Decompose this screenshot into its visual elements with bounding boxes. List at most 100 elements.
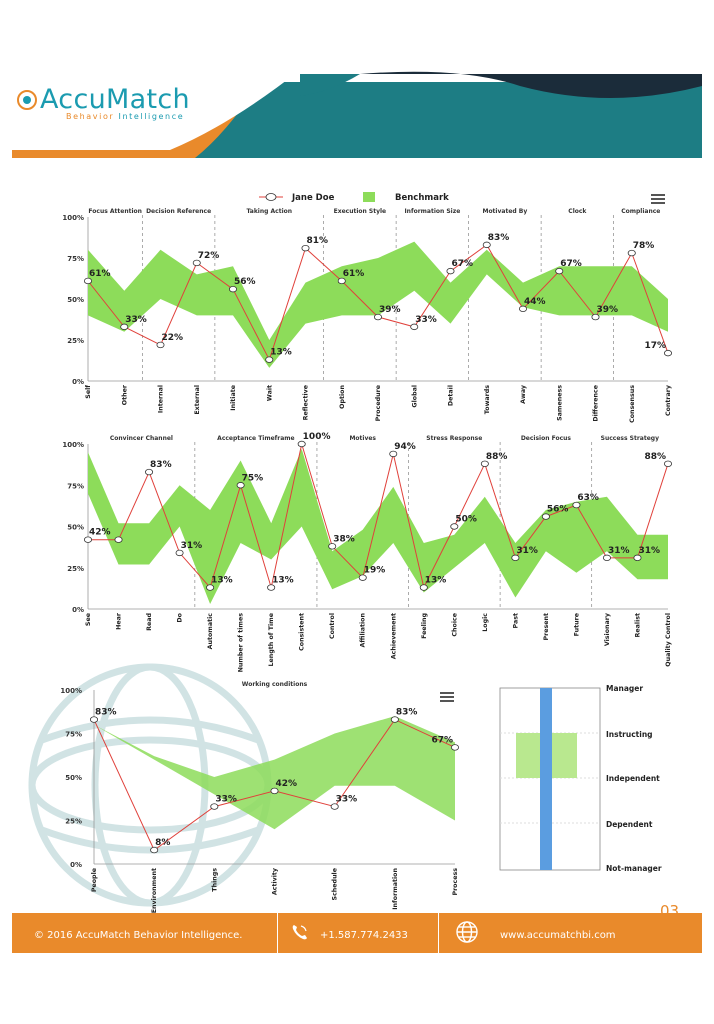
x-tick-label: Initiate [230,385,237,411]
person-point[interactable] [206,584,215,591]
person-point[interactable] [90,716,99,723]
y-tick-label: 75% [67,482,84,490]
person-point[interactable] [373,313,382,321]
group-label: Execution Style [334,208,387,215]
x-tick-label: Future [573,613,580,636]
brand-tagline-right: Intelligence [118,112,185,121]
person-point[interactable] [328,543,337,550]
footer-website[interactable]: www.accumatchbi.com [500,930,616,941]
person-point[interactable] [410,323,419,331]
chart3-menu-icon[interactable] [440,692,454,702]
data-label: 100% [303,432,331,442]
person-point[interactable] [301,244,310,252]
data-label: 83% [95,708,117,718]
person-point[interactable] [297,440,306,448]
data-label: 88% [644,452,666,462]
x-tick-label: Difference [593,385,600,422]
person-point[interactable] [337,277,346,285]
data-label: 44% [524,297,546,307]
person-point[interactable] [156,341,165,349]
person-point[interactable] [175,549,184,557]
group-label: Information Size [404,208,460,215]
data-label: 56% [234,277,256,287]
person-point[interactable] [236,482,245,489]
data-label: 81% [307,236,329,246]
person-point[interactable] [228,285,237,293]
person-point[interactable] [389,450,398,458]
y-tick-label: 0% [72,606,84,614]
x-tick-label: Environment [151,868,158,913]
person-point[interactable] [511,554,520,562]
x-tick-label: Do [177,612,184,622]
data-label: 33% [336,795,358,805]
x-tick-label: Towards [484,385,491,414]
person-point[interactable] [555,267,564,275]
x-tick-label: Global [411,385,418,408]
x-tick-label: Wait [266,385,273,401]
footer-divider [438,913,439,953]
data-label: 67% [560,259,582,269]
person-point[interactable] [664,349,673,357]
person-point[interactable] [627,249,636,257]
person-point[interactable] [358,574,367,581]
data-label: 83% [396,708,418,718]
group-label: Motives [349,435,376,442]
person-point[interactable] [446,267,455,275]
person-point[interactable] [633,554,642,562]
person-point[interactable] [84,536,93,543]
chart-title: Working conditions [242,681,308,688]
y-tick-label: 100% [60,687,82,695]
person-point[interactable] [120,323,129,331]
person-point[interactable] [519,305,528,313]
person-point[interactable] [114,536,123,543]
person-point[interactable] [482,241,491,249]
x-tick-label: Logic [482,613,489,632]
data-label: 83% [488,233,510,243]
person-point[interactable] [602,554,611,562]
footer-divider [277,913,278,953]
x-tick-label: Achievement [390,613,397,659]
person-point[interactable] [330,803,339,810]
x-tick-label: Things [211,868,218,892]
chart1-menu-icon[interactable] [651,194,665,204]
data-label: 17% [644,341,666,351]
group-label: Taking Action [246,208,292,215]
x-tick-label: Contrary [665,385,672,416]
group-label: Motivated By [482,208,527,215]
person-point[interactable] [192,259,201,267]
data-label: 13% [211,576,233,586]
person-point[interactable] [267,584,276,591]
person-point[interactable] [210,803,219,810]
group-label: Decision Focus [521,435,572,442]
person-point[interactable] [390,716,399,723]
person-point[interactable] [265,356,274,363]
person-point[interactable] [450,523,459,530]
y-tick-label: 0% [70,861,82,869]
person-point[interactable] [270,787,279,795]
footer-bar [12,913,702,953]
person-point[interactable] [150,846,159,854]
person-point[interactable] [84,277,93,285]
x-tick-label: Sameness [556,385,563,421]
person-point[interactable] [572,501,581,509]
person-point[interactable] [664,460,673,467]
person-point[interactable] [541,513,550,520]
data-label: 8% [155,838,170,848]
x-tick-label: Internal [158,385,165,413]
person-point[interactable] [419,584,428,591]
data-label: 42% [276,779,298,789]
group-label: Acceptance Timeframe [217,435,294,442]
footer-phone[interactable]: +1.587.774.2433 [320,930,408,941]
y-tick-label: 75% [65,731,82,739]
x-tick-label: Visionary [604,613,611,646]
person-point[interactable] [145,468,154,476]
person-point[interactable] [450,744,459,751]
benchmark-band [88,241,668,368]
person-point[interactable] [591,313,600,321]
role-level-manager: Manager [606,684,644,693]
data-label: 31% [608,546,630,556]
person-point[interactable] [480,460,489,467]
data-label: 19% [364,566,386,576]
